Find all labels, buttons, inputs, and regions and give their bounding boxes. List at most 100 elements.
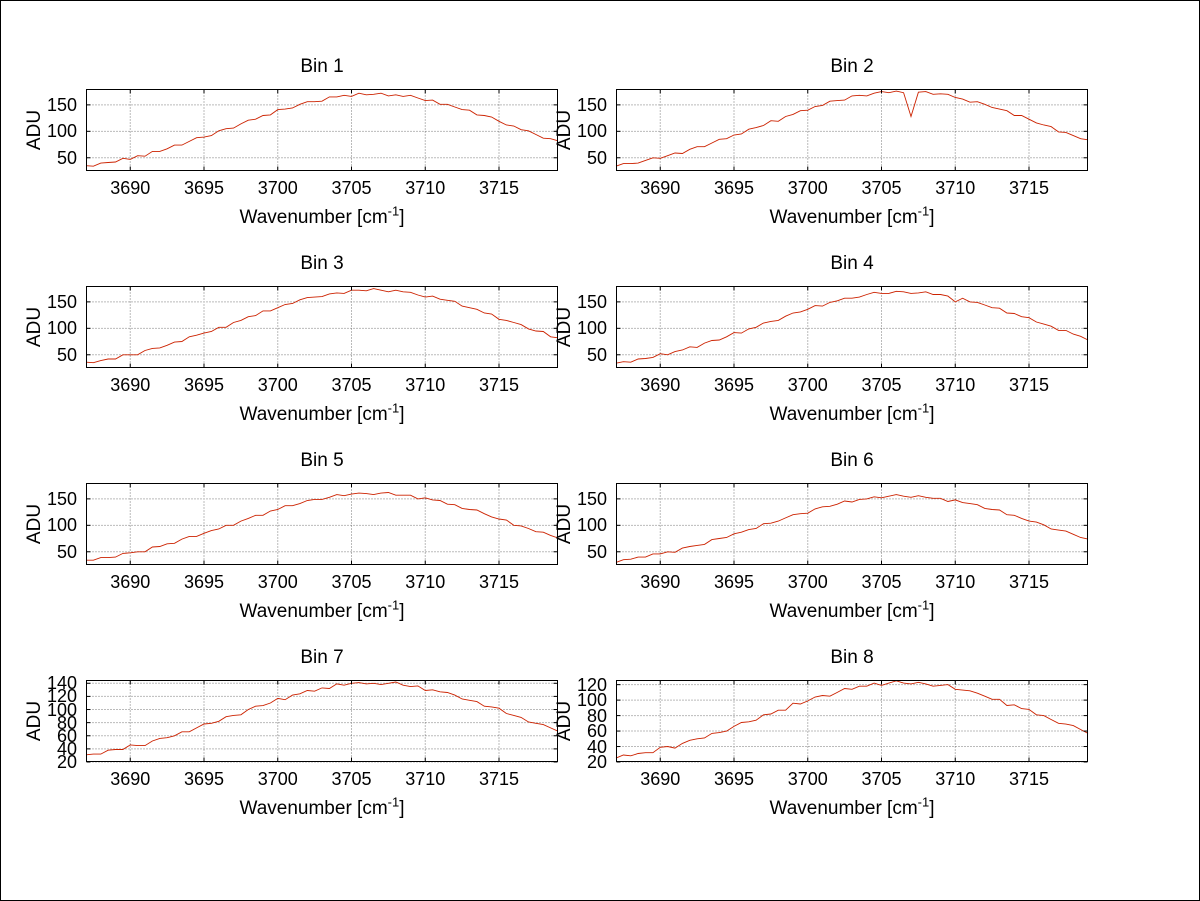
x-tick-label: 3710 — [405, 375, 446, 395]
x-tick-label: 3690 — [110, 769, 151, 789]
data-line — [615, 90, 1089, 167]
y-tick-label: 80 — [586, 705, 607, 726]
plot-area — [85, 286, 559, 368]
x-axis-label-text: Wavenumber [cm — [769, 404, 918, 425]
plot-area — [615, 680, 1089, 763]
x-axis-label-text: Wavenumber [cm — [239, 601, 388, 622]
y-tick-label: 50 — [56, 344, 77, 365]
x-tick-label: 3705 — [861, 375, 902, 395]
x-tick-label: 3695 — [713, 375, 755, 395]
x-axis-label-text: Wavenumber [cm — [239, 207, 388, 228]
axis-box — [86, 286, 558, 368]
x-axis-label-text: Wavenumber [cm — [769, 207, 918, 228]
x-axis-label-superscript: -1 — [387, 597, 400, 613]
y-tick-label: 150 — [576, 94, 607, 115]
x-tick-label: 3710 — [935, 572, 976, 592]
y-tick-label: 100 — [576, 121, 607, 142]
x-tick-label: 3715 — [1008, 769, 1050, 789]
subplot-title: Bin 5 — [300, 450, 344, 471]
x-tick-label: 3690 — [110, 178, 151, 198]
x-axis-label-bracket: ] — [399, 798, 405, 819]
x-tick-label: 3705 — [861, 178, 902, 198]
x-tick-label: 3700 — [787, 769, 828, 789]
subplot-title: Bin 2 — [830, 56, 874, 77]
axis-box — [616, 286, 1088, 368]
subplot: Bin 4 ADU Wavenumber [cm-1] 3690 3695 3700… — [554, 253, 1089, 425]
x-axis-label-bracket: ] — [929, 798, 935, 819]
subplot-title: Bin 4 — [830, 253, 874, 274]
y-tick-label: 120 — [46, 686, 77, 707]
x-tick-label: 3695 — [183, 178, 225, 198]
x-tick-label: 3710 — [405, 572, 446, 592]
x-tick-label: 3705 — [331, 769, 372, 789]
x-tick-label: 3710 — [935, 769, 976, 789]
y-tick-label: 50 — [56, 147, 77, 168]
y-tick-label: 20 — [586, 752, 607, 772]
y-tick-label: 50 — [586, 344, 607, 365]
x-axis-label-superscript: -1 — [917, 794, 930, 810]
y-tick-label: 150 — [46, 488, 77, 509]
subplot-title: Bin 3 — [300, 253, 344, 274]
y-tick-label: 100 — [576, 318, 607, 339]
y-tick-label: 100 — [46, 318, 77, 339]
y-tick-label: 100 — [46, 699, 77, 720]
y-tick-label: 40 — [56, 738, 77, 759]
x-axis-label-superscript: -1 — [917, 400, 930, 416]
x-tick-label: 3690 — [110, 572, 151, 592]
x-tick-label: 3695 — [713, 178, 755, 198]
data-line — [85, 288, 559, 364]
x-tick-label: 3705 — [331, 572, 372, 592]
x-tick-label: 3695 — [183, 769, 225, 789]
subplot: Bin 5 ADU Wavenumber [cm-1] 3690 3695 3700… — [24, 450, 559, 622]
axis-box — [616, 680, 1088, 762]
x-tick-label: 3700 — [257, 178, 298, 198]
x-axis-label: Wavenumber [cm-1] — [86, 400, 558, 426]
x-axis-label-bracket: ] — [399, 404, 405, 425]
spectrum-plot-svg — [85, 286, 559, 368]
x-tick-label: 3700 — [257, 769, 298, 789]
spectrum-plot-svg — [615, 680, 1089, 763]
x-tick-label: 3700 — [787, 375, 828, 395]
y-tick-label: 150 — [576, 488, 607, 509]
subplot-title: Bin 1 — [300, 56, 344, 77]
x-axis-label-superscript: -1 — [387, 794, 400, 810]
x-axis-label-text: Wavenumber [cm — [769, 798, 918, 819]
subplot: Bin 1 ADU Wavenumber [cm-1] 3690 3695 3700… — [24, 56, 559, 228]
y-tick-label: 50 — [56, 541, 77, 562]
plot-area — [85, 680, 559, 763]
x-axis-label-superscript: -1 — [917, 203, 930, 219]
x-axis-label: Wavenumber [cm-1] — [86, 597, 558, 623]
axis-box — [86, 89, 558, 171]
x-tick-label: 3690 — [110, 375, 151, 395]
y-tick-label: 100 — [46, 121, 77, 142]
data-line — [85, 681, 559, 756]
subplot-title: Bin 8 — [830, 647, 874, 668]
x-axis-label-bracket: ] — [399, 207, 405, 228]
spectrum-plot-svg — [615, 286, 1089, 368]
x-axis-label-text: Wavenumber [cm — [769, 601, 918, 622]
spectrum-plot-svg — [615, 89, 1089, 171]
x-tick-label: 3690 — [640, 375, 681, 395]
plot-area — [86, 483, 559, 565]
y-tick-label: 100 — [46, 515, 77, 536]
x-tick-label: 3690 — [640, 769, 681, 789]
y-tick-label: 150 — [46, 94, 77, 115]
x-tick-label: 3710 — [405, 178, 446, 198]
x-tick-label: 3715 — [478, 178, 520, 198]
subplot: Bin 7 ADU Wavenumber [cm-1] 3690 3695 3700… — [24, 647, 559, 819]
x-tick-label: 3715 — [1008, 375, 1050, 395]
x-tick-label: 3710 — [405, 769, 446, 789]
axis-box — [616, 483, 1088, 565]
y-tick-label: 140 — [46, 673, 77, 694]
x-axis-label-bracket: ] — [929, 404, 935, 425]
x-axis-label: Wavenumber [cm-1] — [616, 400, 1088, 426]
x-axis-label: Wavenumber [cm-1] — [86, 205, 558, 229]
subplot-title: Bin 7 — [300, 647, 344, 668]
y-tick-label: 40 — [586, 736, 607, 757]
y-tick-label: 60 — [586, 721, 607, 742]
x-tick-label: 3715 — [1008, 572, 1050, 592]
spectrum-plot-svg — [85, 680, 559, 763]
x-axis-label-superscript: -1 — [387, 400, 400, 416]
x-tick-label: 3705 — [861, 572, 902, 592]
axis-box — [616, 89, 1088, 171]
